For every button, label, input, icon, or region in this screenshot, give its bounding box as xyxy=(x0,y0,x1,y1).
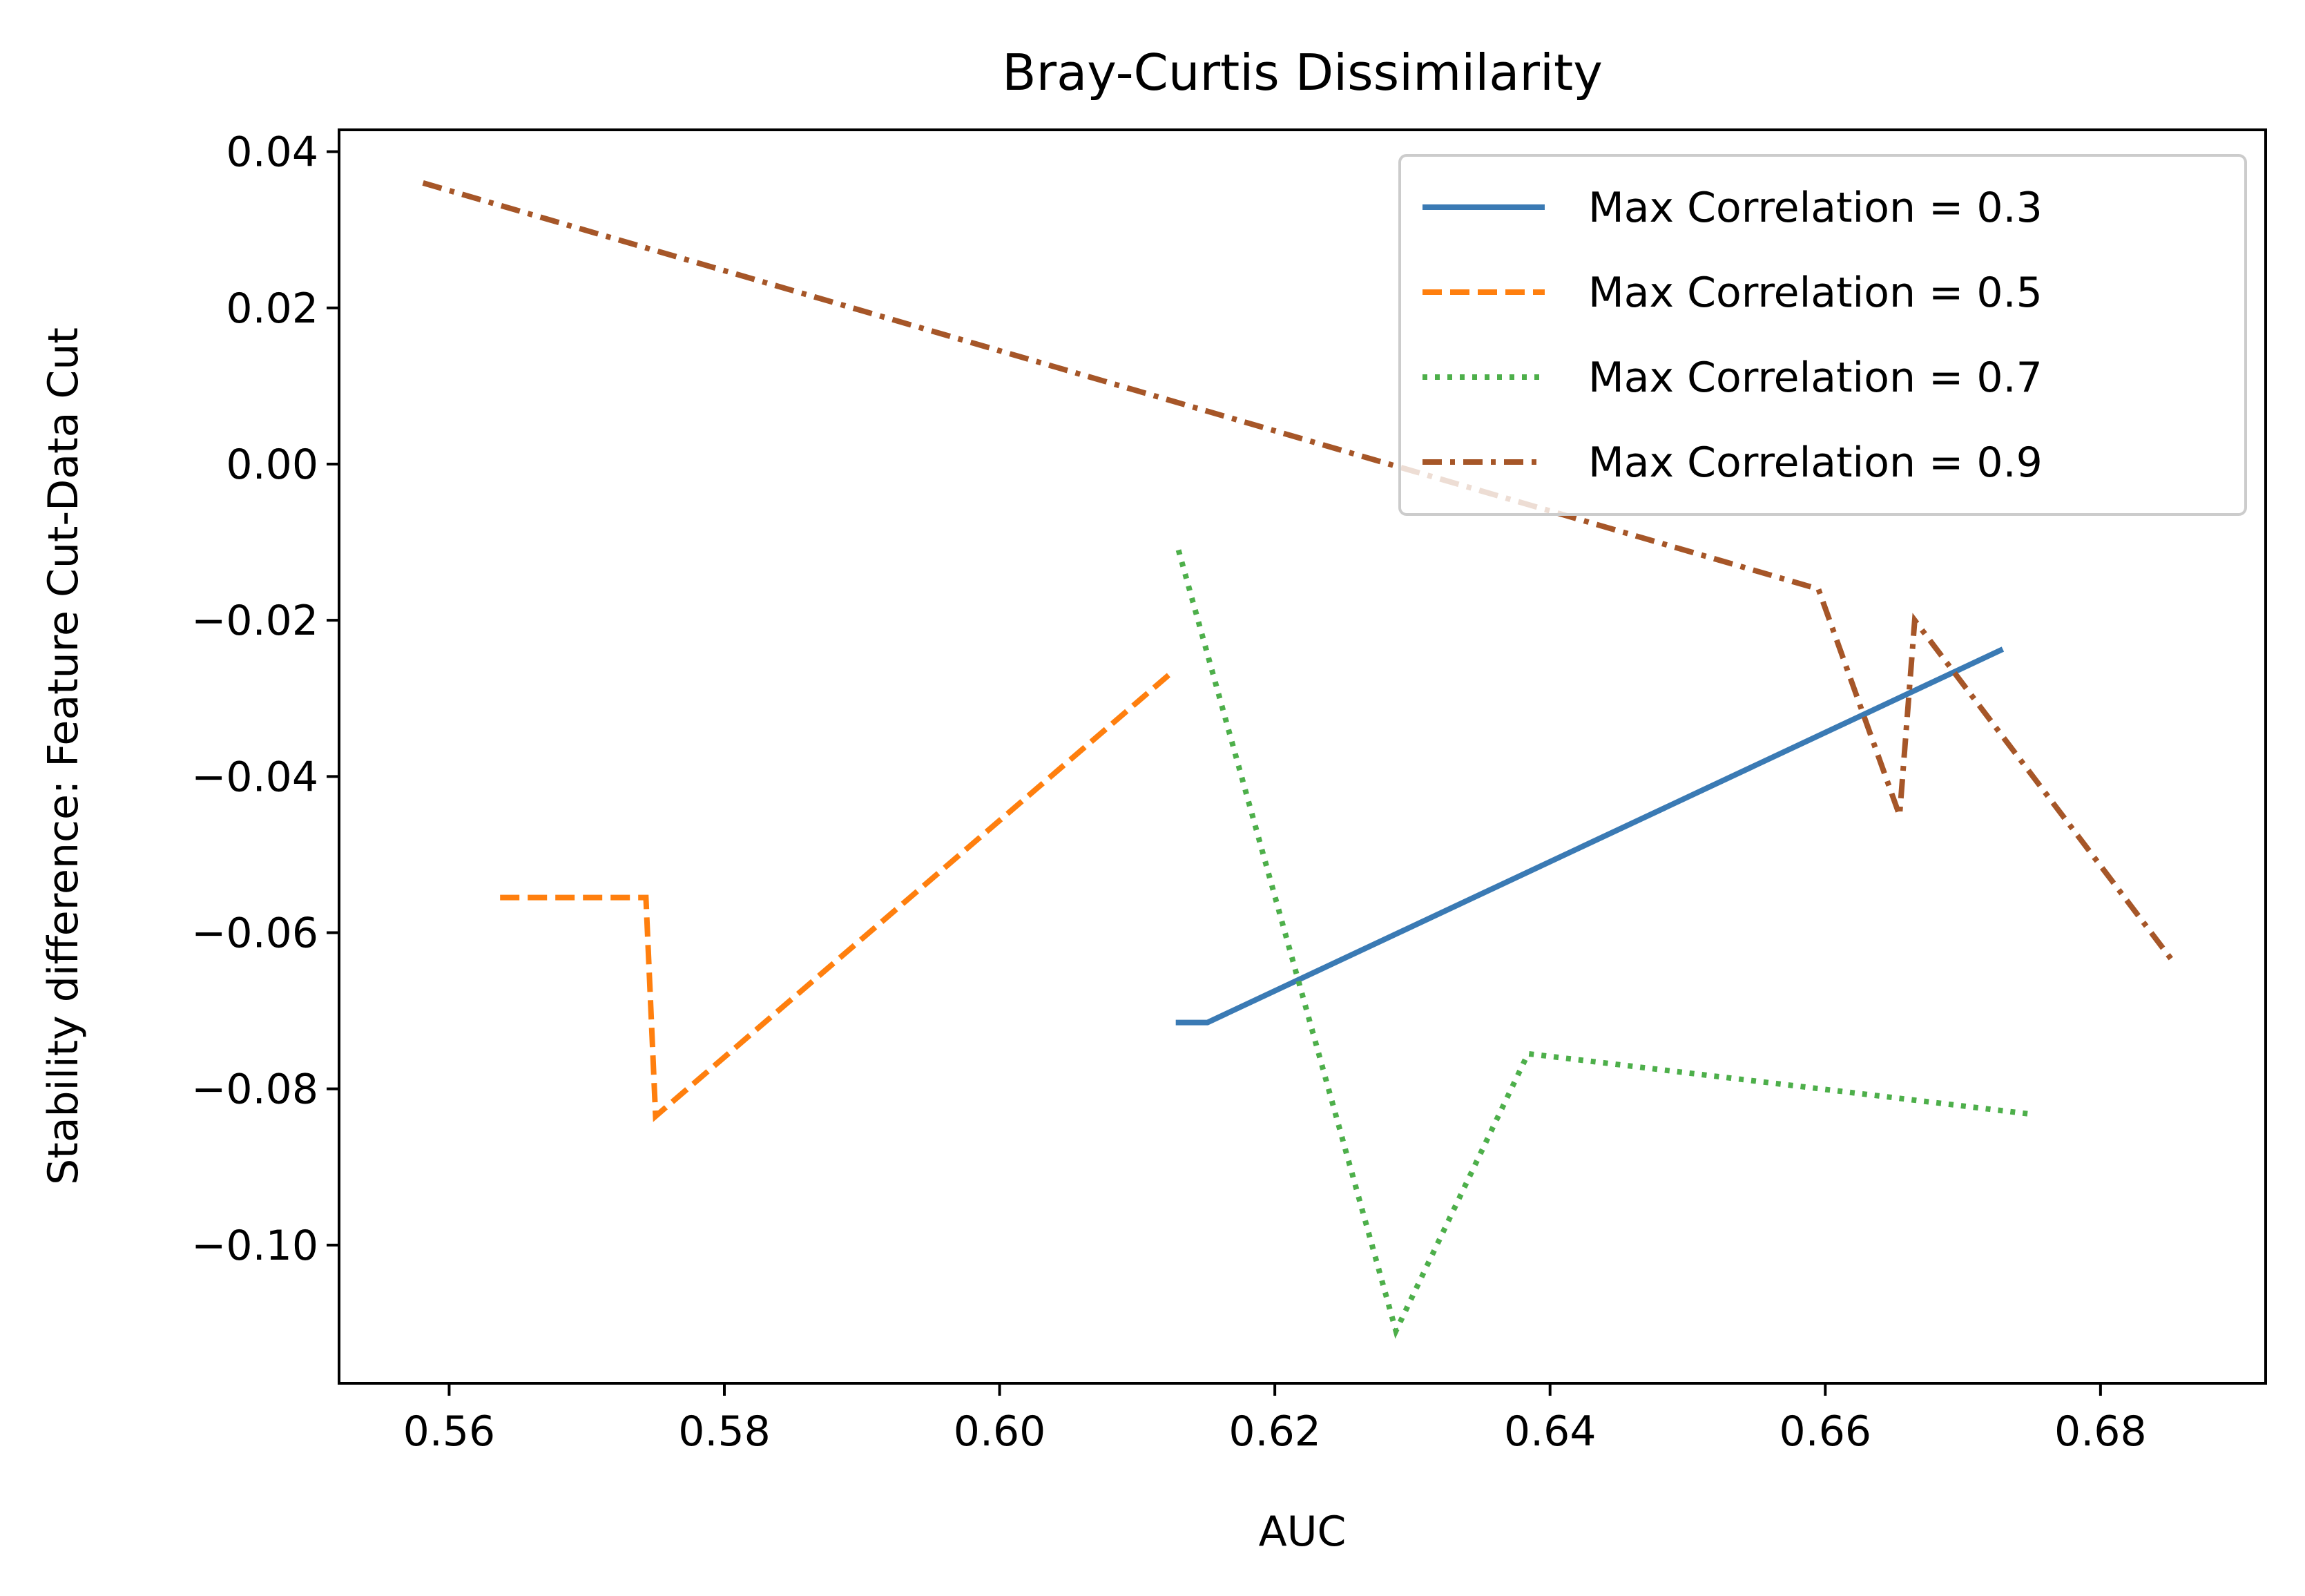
y-tick-label: 0.00 xyxy=(226,441,318,489)
legend-label-2: Max Correlation = 0.5 xyxy=(1588,269,2043,317)
y-tick-label: −0.04 xyxy=(191,753,318,801)
x-axis-ticks: 0.56 0.58 0.60 0.62 0.64 0.66 0.68 xyxy=(403,1383,2147,1456)
legend-label-3: Max Correlation = 0.7 xyxy=(1588,354,2043,402)
series-line-3 xyxy=(1175,549,2029,1339)
x-tick-label: 0.68 xyxy=(2054,1407,2147,1456)
y-tick-label: −0.10 xyxy=(191,1222,318,1270)
series-line-1 xyxy=(1175,646,2005,1026)
series-line-4 xyxy=(422,180,2177,966)
y-axis-ticks: 0.04 0.02 0.00 −0.02 −0.04 −0.06 −0.08 −0.10 xyxy=(191,128,339,1270)
x-axis-label: AUC xyxy=(1259,1508,1347,1556)
series-layer xyxy=(422,180,2177,1339)
legend-frame xyxy=(1398,154,2247,516)
chart-title: Bray-Curtis Dissimilarity xyxy=(1002,44,1603,102)
x-tick-label: 0.62 xyxy=(1228,1407,1321,1456)
x-tick-label: 0.60 xyxy=(954,1407,1046,1456)
legend-label-1: Max Correlation = 0.3 xyxy=(1588,184,2043,232)
x-tick-label: 0.66 xyxy=(1779,1407,1871,1456)
y-tick-label: 0.04 xyxy=(226,128,318,177)
x-tick-label: 0.64 xyxy=(1504,1407,1597,1456)
y-tick-label: −0.06 xyxy=(191,910,318,958)
y-tick-label: −0.08 xyxy=(191,1066,318,1114)
series-line-2 xyxy=(500,673,1171,1122)
legend-label-4: Max Correlation = 0.9 xyxy=(1588,439,2043,487)
axes-frame xyxy=(338,128,2267,1385)
x-tick-label: 0.58 xyxy=(678,1407,771,1456)
y-tick-label: 0.02 xyxy=(226,285,318,333)
x-tick-label: 0.56 xyxy=(403,1407,496,1456)
y-axis-label: Stability difference: Feature Cut-Data C… xyxy=(39,327,88,1185)
legend: Max Correlation = 0.3 Max Correlation = 0… xyxy=(1398,154,2247,516)
plot-area xyxy=(338,128,2267,1385)
y-tick-label: −0.02 xyxy=(191,597,318,645)
